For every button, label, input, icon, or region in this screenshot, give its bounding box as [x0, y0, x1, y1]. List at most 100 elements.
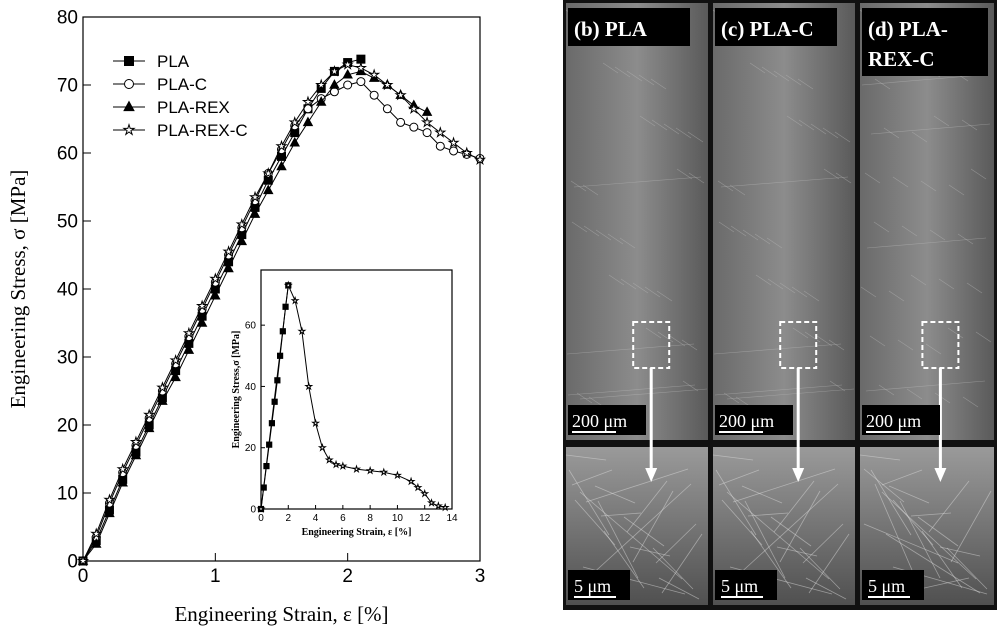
- y-tick-label: 20: [57, 416, 78, 437]
- marker: [426, 498, 437, 507]
- texture: [726, 388, 855, 400]
- label-bg: [862, 8, 988, 76]
- scale-label: 200 μm: [719, 411, 774, 431]
- x-tick-label: 3: [475, 566, 486, 587]
- y-tick-label: 70: [57, 76, 78, 97]
- texture: [583, 225, 600, 237]
- x-tick-label: 6: [340, 513, 346, 524]
- texture: [939, 546, 981, 557]
- marker: [76, 554, 90, 567]
- texture: [568, 469, 610, 536]
- texture: [632, 282, 649, 294]
- x-tick-label: 8: [367, 513, 373, 524]
- x-axis-label: Engineering Strain, ε [%]: [302, 527, 412, 538]
- texture: [773, 480, 815, 533]
- texture: [920, 180, 937, 192]
- scale-bg: [715, 405, 793, 435]
- texture: [791, 286, 808, 298]
- marker: [223, 262, 234, 273]
- texture: [652, 547, 694, 590]
- scale-bg: [862, 570, 924, 600]
- texture: [975, 331, 992, 343]
- marker: [440, 502, 450, 512]
- marker: [407, 102, 420, 115]
- marker: [283, 280, 293, 290]
- texture: [597, 500, 639, 579]
- marker: [209, 272, 222, 285]
- y-tick-label: 20: [245, 443, 257, 454]
- legend-label: PLA-C: [157, 75, 207, 94]
- y-tick-label: 40: [245, 382, 257, 393]
- marker: [124, 56, 134, 66]
- sem-image-top: [713, 3, 855, 440]
- x-axis-label: Engineering Strain, ε [%]: [174, 602, 388, 626]
- marker: [396, 117, 406, 127]
- marker: [170, 371, 181, 382]
- y-tick-label: 30: [57, 348, 78, 369]
- marker: [460, 146, 473, 159]
- texture: [910, 274, 927, 286]
- marker: [276, 160, 287, 171]
- marker: [331, 459, 341, 469]
- x-tick-label: 12: [419, 513, 431, 524]
- texture: [750, 530, 792, 589]
- texture: [656, 290, 673, 302]
- marker: [104, 507, 115, 518]
- texture: [754, 233, 771, 245]
- panel-label: (d) PLA-: [868, 17, 948, 41]
- texture: [619, 237, 636, 249]
- x-tick-label: 1: [210, 566, 221, 587]
- y-tick-label: 0: [250, 505, 256, 516]
- marker: [365, 465, 375, 475]
- texture: [863, 468, 905, 503]
- y-axis-label: Engineering Stress,σ [MPa]: [231, 331, 242, 449]
- marker: [143, 422, 155, 433]
- texture: [623, 516, 665, 547]
- texture: [676, 168, 693, 180]
- marker: [196, 317, 208, 327]
- texture: [933, 115, 950, 127]
- texture: [864, 172, 881, 184]
- marker: [122, 122, 136, 136]
- y-tick-label: 50: [57, 212, 78, 233]
- label-bg: [715, 8, 837, 46]
- x-tick-label: 0: [258, 513, 264, 524]
- texture: [632, 490, 674, 563]
- x-tick-label: 14: [446, 513, 458, 524]
- marker: [297, 326, 307, 336]
- texture: [565, 454, 607, 461]
- texture: [566, 343, 695, 355]
- texture: [767, 278, 784, 290]
- texture: [829, 380, 846, 392]
- marker: [421, 106, 433, 116]
- marker: [369, 90, 379, 100]
- texture: [798, 119, 815, 131]
- marker: [248, 190, 262, 203]
- marker: [447, 136, 460, 149]
- texture: [687, 131, 704, 143]
- x-tick-label: 2: [286, 513, 292, 524]
- marker: [367, 68, 381, 81]
- texture: [835, 172, 852, 184]
- texture: [822, 127, 839, 139]
- marker: [117, 476, 128, 487]
- marker: [328, 64, 341, 77]
- texture: [579, 388, 708, 400]
- texture: [594, 485, 636, 504]
- texture: [661, 533, 703, 594]
- texture: [742, 229, 759, 241]
- marker: [343, 80, 353, 90]
- marker: [290, 295, 300, 305]
- texture: [602, 62, 619, 74]
- texture: [948, 184, 965, 196]
- texture: [749, 62, 766, 74]
- y-tick-label: 60: [57, 144, 78, 165]
- marker: [289, 136, 300, 147]
- marker: [317, 442, 327, 452]
- texture: [571, 469, 613, 486]
- texture: [571, 221, 588, 233]
- y-tick-label: 80: [57, 8, 78, 29]
- marker: [262, 166, 275, 179]
- texture: [828, 339, 845, 351]
- texture: [741, 485, 783, 504]
